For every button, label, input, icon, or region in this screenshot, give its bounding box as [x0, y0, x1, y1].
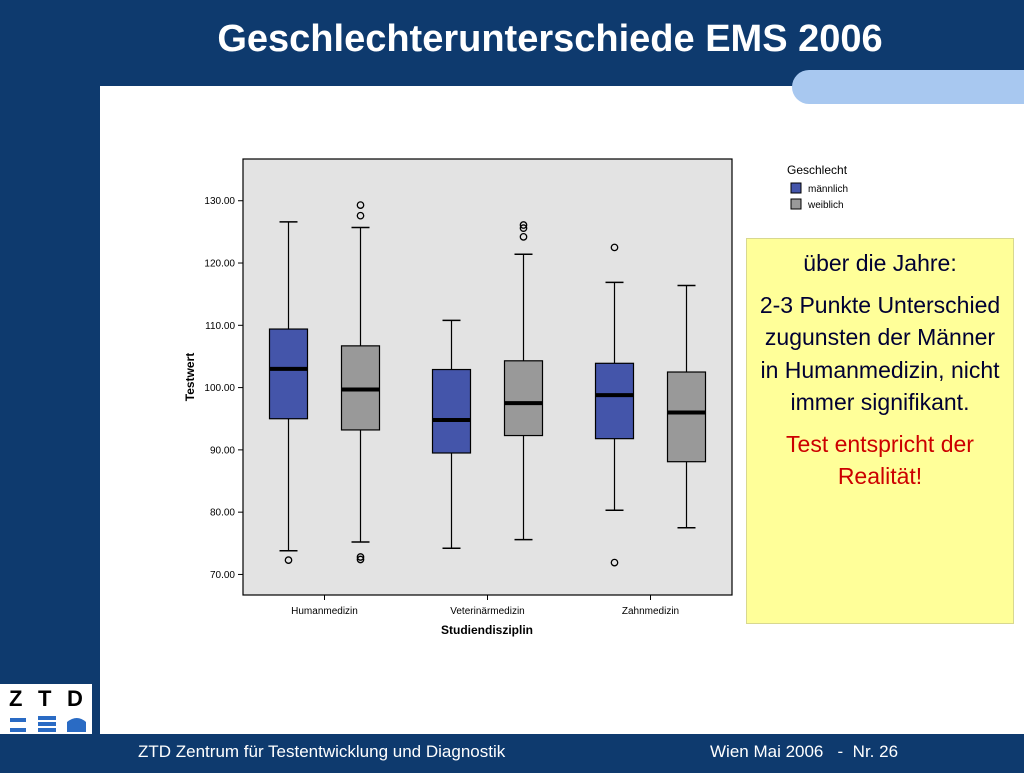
x-tick-label: Zahnmedizin — [622, 606, 679, 617]
outlier-point — [519, 233, 528, 241]
box-iqr — [594, 362, 635, 440]
left-sidebar-strip — [0, 0, 100, 768]
box-iqr — [431, 368, 472, 454]
outlier-point — [610, 558, 619, 567]
legend-swatch-maennlich — [790, 182, 802, 194]
box-iqr — [666, 371, 707, 463]
box-iqr — [268, 328, 309, 420]
y-tick-label: 120.00 — [204, 259, 235, 270]
outlier-point — [356, 211, 365, 220]
box-männlich-Humanmedizin — [268, 221, 309, 564]
logo-letter-d: D — [67, 686, 83, 711]
y-tick-label: 130.00 — [204, 196, 235, 207]
outlier-point — [284, 556, 293, 564]
outlier-point — [356, 201, 365, 209]
logo-letter-z: Z — [9, 686, 22, 711]
boxplot-chart: 70.0080.0090.00100.00110.00120.00130.00 … — [183, 158, 848, 637]
x-axis: Humanmedizin Veterinärmedizin Zahnmedizin — [291, 595, 679, 617]
x-tick-label: Humanmedizin — [291, 606, 358, 617]
outlier-point — [356, 553, 365, 561]
legend-title: Geschlecht — [787, 163, 848, 177]
box-weiblich-Humanmedizin — [340, 201, 381, 564]
notes-heading: über die Jahre: — [803, 250, 957, 276]
x-axis-label: Studiendisziplin — [441, 623, 533, 637]
boxes-group — [268, 201, 707, 567]
legend-item-weiblich: weiblich — [807, 200, 844, 211]
y-tick-label: 80.00 — [210, 508, 235, 519]
outlier-point — [610, 243, 619, 252]
outlier-point — [519, 224, 528, 232]
logo-mirror-row — [10, 716, 86, 732]
notes-conclusion: Test entspricht der Realität! — [786, 430, 974, 490]
footer-organization: ZTD Zentrum für Testentwicklung und Diag… — [138, 742, 506, 761]
logo-letter-t: T — [38, 686, 52, 711]
slide-title: Geschlechterunterschiede EMS 2006 — [217, 18, 883, 60]
y-tick-label: 100.00 — [204, 383, 235, 394]
y-axis-label: Testwert — [183, 353, 197, 401]
y-tick-label: 70.00 — [210, 570, 235, 581]
legend: Geschlecht männlich weiblich — [787, 163, 848, 211]
footer-bar: ZTD Zentrum für Testentwicklung und Diag… — [0, 734, 1024, 768]
legend-swatch-weiblich — [790, 198, 802, 210]
outlier-point — [356, 555, 365, 564]
box-weiblich-Zahnmedizin — [666, 284, 707, 529]
outlier-point — [519, 221, 528, 229]
x-tick-label: Veterinärmedizin — [450, 606, 524, 617]
box-männlich-Veterinärmedizin — [431, 319, 472, 550]
y-tick-label: 110.00 — [205, 321, 235, 332]
box-weiblich-Veterinärmedizin — [503, 221, 544, 541]
y-axis: 70.00 80.00 90.00 100.00 110.00 120.00 130.00 — [204, 196, 243, 581]
notes-body: 2-3 Punkte Unterschied zugunsten der Män… — [759, 292, 1001, 415]
y-tick-label: 90.00 — [210, 445, 235, 456]
legend-item-maennlich: männlich — [808, 184, 848, 195]
box-iqr — [503, 360, 544, 437]
plot-area — [242, 158, 733, 596]
box-männlich-Zahnmedizin — [594, 243, 635, 567]
decorative-top-bar — [792, 70, 1024, 104]
footer-date-page: Wien Mai 2006 - Nr. 26 — [710, 742, 899, 761]
notes-box: über die Jahre: 2-3 Punkte Unterschied z… — [746, 238, 1014, 624]
